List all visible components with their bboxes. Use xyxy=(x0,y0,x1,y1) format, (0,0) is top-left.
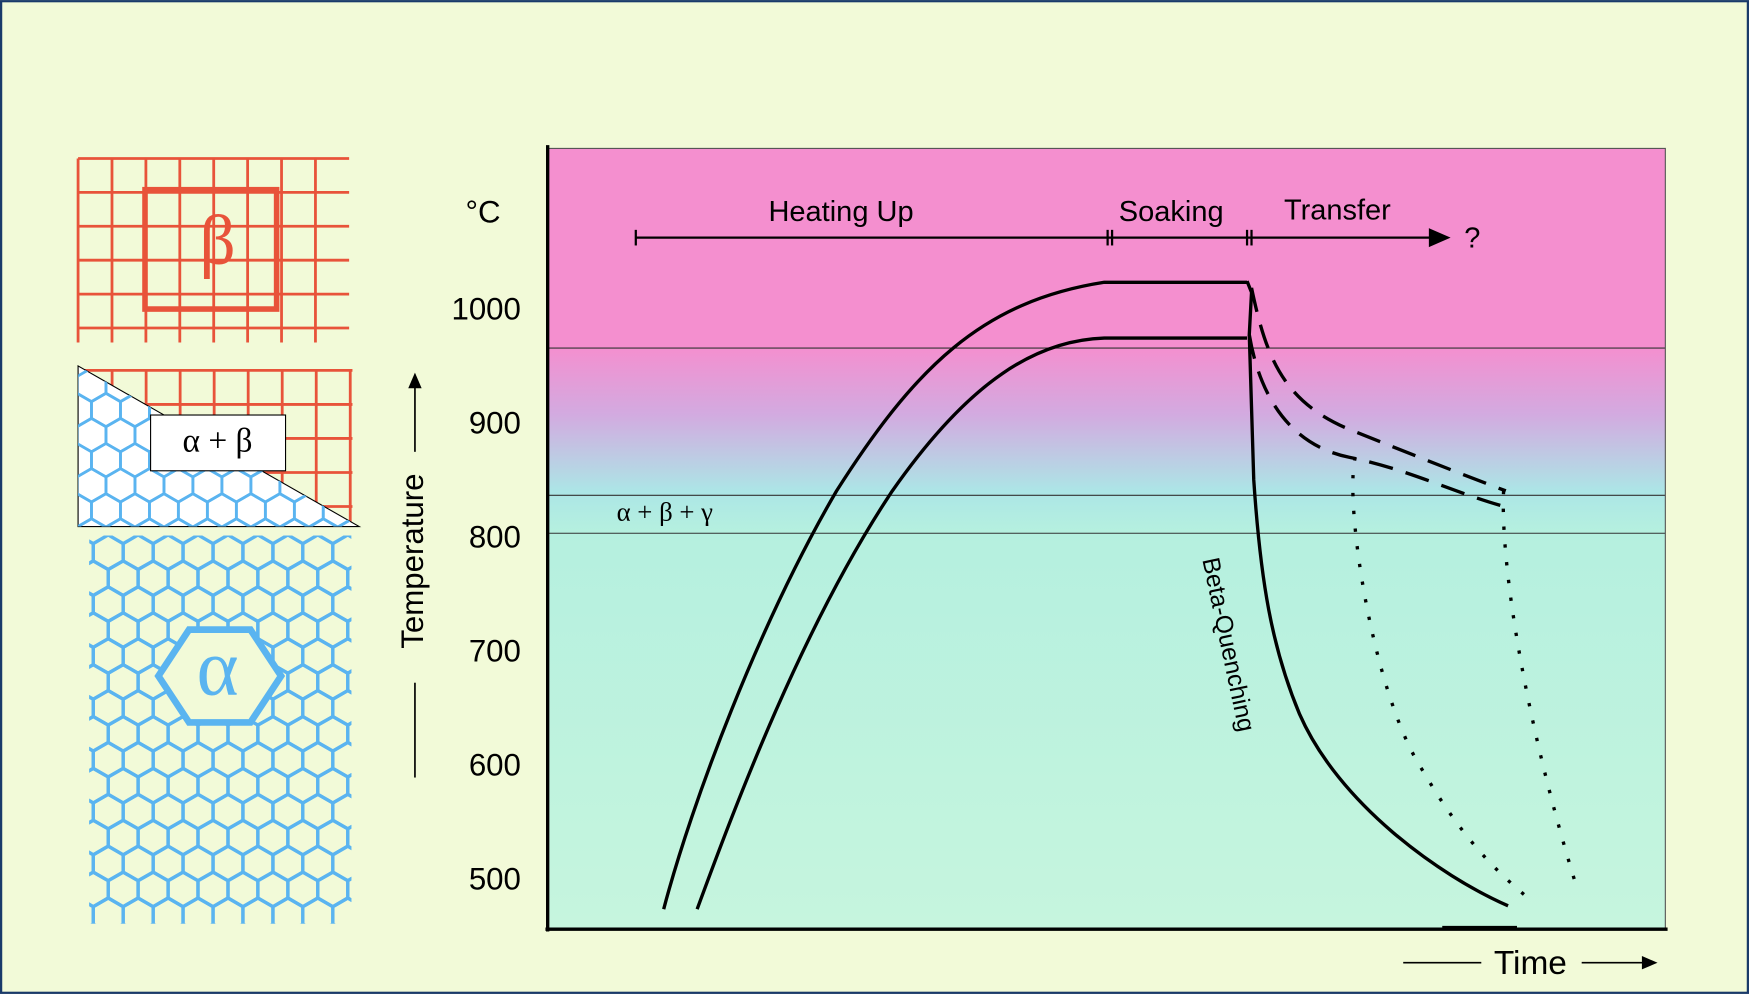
y-tick-label: 800 xyxy=(469,520,521,555)
region-label: α + β + γ xyxy=(617,496,714,526)
y-tick-label: 900 xyxy=(469,406,521,441)
phase-label: Soaking xyxy=(1119,196,1224,228)
page: β α + β α Heating Up Soaking Transfer ? °C… xyxy=(0,0,1749,994)
phase-label: Heating Up xyxy=(768,196,913,228)
alpha-beta-symbol: α + β xyxy=(182,423,252,460)
y-tick-label: 500 xyxy=(469,862,521,897)
y-tick-label: 1000 xyxy=(451,292,520,327)
y-tick-label: 600 xyxy=(469,748,521,783)
plot-area xyxy=(548,148,1666,929)
phase-label: Transfer xyxy=(1284,195,1391,227)
unit-label: °C xyxy=(465,194,500,229)
phase-label: ? xyxy=(1464,223,1480,255)
y-axis-title: Temperature xyxy=(395,474,430,649)
x-axis-title: Time xyxy=(1494,945,1567,982)
y-tick-label: 700 xyxy=(469,634,521,669)
beta-symbol: β xyxy=(199,201,235,280)
alpha-symbol: α xyxy=(196,623,238,712)
